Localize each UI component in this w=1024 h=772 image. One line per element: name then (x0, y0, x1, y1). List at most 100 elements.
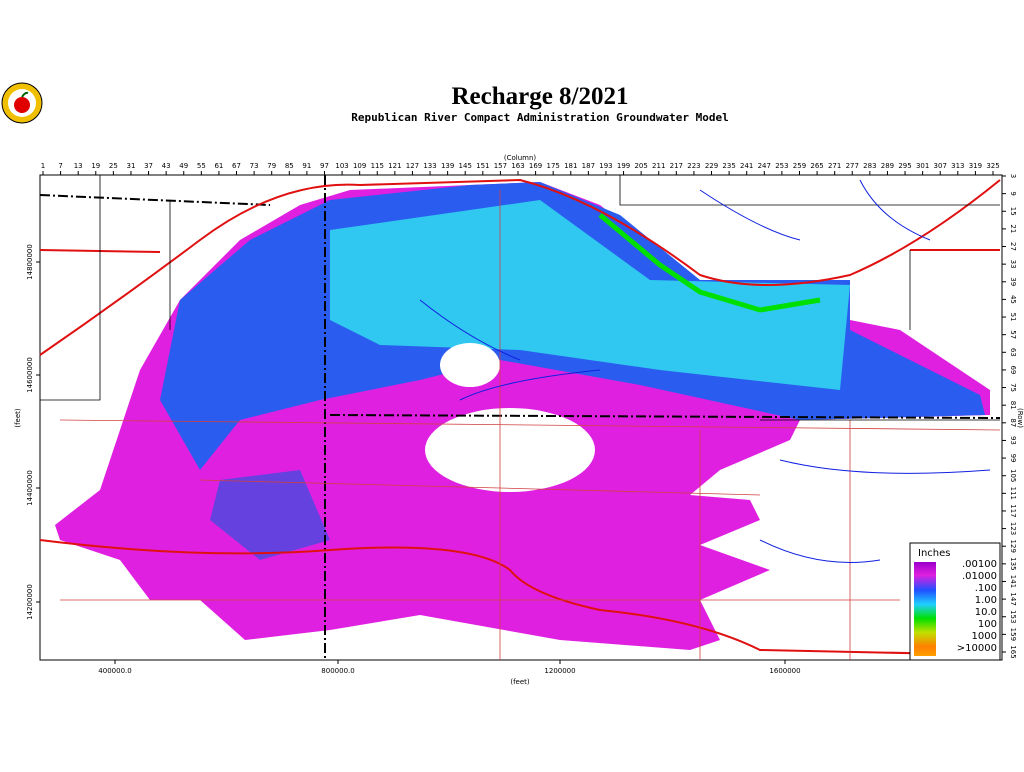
row-label: 105 (1009, 469, 1017, 482)
column-label: 139 (441, 162, 454, 170)
column-label: 205 (634, 162, 647, 170)
column-label: 85 (285, 162, 294, 170)
column-label: 223 (687, 162, 700, 170)
column-label: 181 (564, 162, 577, 170)
row-label: 33 (1009, 260, 1017, 269)
recharge-band (598, 213, 821, 313)
x-tick-label: 1200000 (544, 667, 575, 675)
legend-colorbar (914, 562, 936, 656)
column-label: 163 (511, 162, 524, 170)
column-label: 169 (529, 162, 542, 170)
column-label: 1 (41, 162, 45, 170)
x-tick-label: 1600000 (769, 667, 800, 675)
y-axis-label: (feet) (14, 408, 22, 428)
column-label: 37 (144, 162, 153, 170)
legend-label: 100 (978, 619, 997, 630)
row-label: 63 (1009, 348, 1017, 357)
column-label: 13 (74, 162, 83, 170)
column-label: 259 (793, 162, 806, 170)
no-data-area (425, 408, 595, 492)
map-area (39, 174, 1003, 661)
column-label: 217 (670, 162, 683, 170)
state-border (39, 194, 1001, 419)
column-axis-label: (Column) (504, 154, 537, 162)
recharge-patch (210, 470, 330, 560)
column-label: 265 (810, 162, 823, 170)
column-label: 187 (582, 162, 595, 170)
row-label: 81 (1009, 401, 1017, 410)
column-label: 157 (494, 162, 507, 170)
row-label: 15 (1009, 207, 1017, 216)
no-data-area (440, 343, 500, 387)
x-tick-label: 800000.0 (321, 667, 354, 675)
row-label: 117 (1009, 504, 1017, 517)
column-label: 109 (353, 162, 366, 170)
column-label: 133 (423, 162, 436, 170)
row-axis-label: (Row) (1016, 408, 1024, 428)
column-label: 313 (951, 162, 964, 170)
y-tick-label: 14400000 (26, 470, 34, 506)
column-label: 283 (863, 162, 876, 170)
legend-label: 1.00 (975, 595, 997, 606)
row-label: 75 (1009, 383, 1017, 392)
column-label: 211 (652, 162, 665, 170)
row-label: 165 (1009, 645, 1017, 658)
column-label: 277 (846, 162, 859, 170)
column-label: 103 (335, 162, 348, 170)
row-label: 45 (1009, 295, 1017, 304)
row-label: 9 (1009, 191, 1017, 195)
column-label: 97 (320, 162, 329, 170)
highway (39, 178, 1001, 656)
column-label: 61 (214, 162, 223, 170)
column-label: 199 (617, 162, 630, 170)
column-label: 301 (916, 162, 929, 170)
row-label: 129 (1009, 540, 1017, 553)
column-label: 271 (828, 162, 841, 170)
row-label: 69 (1009, 365, 1017, 374)
column-label: 145 (459, 162, 472, 170)
legend-label: .01000 (962, 571, 997, 582)
column-label: 295 (898, 162, 911, 170)
road (59, 190, 1001, 660)
legend-label: .00100 (962, 559, 997, 570)
title: Recharge 8/2021 (451, 83, 628, 110)
column-label: 73 (250, 162, 259, 170)
column-label: 91 (302, 162, 311, 170)
legend-title: Inches (918, 548, 951, 559)
row-label: 153 (1009, 610, 1017, 623)
row-label: 99 (1009, 454, 1017, 463)
legend: Inches .00100.01000.1001.0010.01001000>1… (909, 542, 1001, 661)
column-label: 151 (476, 162, 489, 170)
x-axis-label: (feet) (510, 678, 530, 686)
column-label: 25 (109, 162, 118, 170)
column-label: 19 (91, 162, 100, 170)
row-label: 27 (1009, 242, 1017, 251)
y-tick-label: 14800000 (26, 244, 34, 280)
column-label: 31 (127, 162, 136, 170)
row-label: 87 (1009, 418, 1017, 427)
column-label: 115 (371, 162, 384, 170)
column-label: 121 (388, 162, 401, 170)
column-label: 289 (881, 162, 894, 170)
column-label: 67 (232, 162, 241, 170)
legend-label: 10.0 (975, 607, 997, 618)
river (419, 179, 991, 563)
column-label: 247 (758, 162, 771, 170)
row-label: 39 (1009, 277, 1017, 286)
row-label: 135 (1009, 557, 1017, 570)
row-label: 51 (1009, 313, 1017, 322)
y-tick-label: 14200000 (26, 584, 34, 620)
column-label: 79 (267, 162, 276, 170)
county-line (40, 175, 1000, 421)
column-label: 253 (775, 162, 788, 170)
x-tick-label: 400000.0 (98, 667, 131, 675)
logo (1, 82, 43, 124)
legend-label: >10000 (957, 643, 997, 654)
column-label: 49 (179, 162, 188, 170)
column-label: 325 (986, 162, 999, 170)
column-label: 7 (58, 162, 62, 170)
column-label: 43 (162, 162, 171, 170)
column-label: 175 (546, 162, 559, 170)
